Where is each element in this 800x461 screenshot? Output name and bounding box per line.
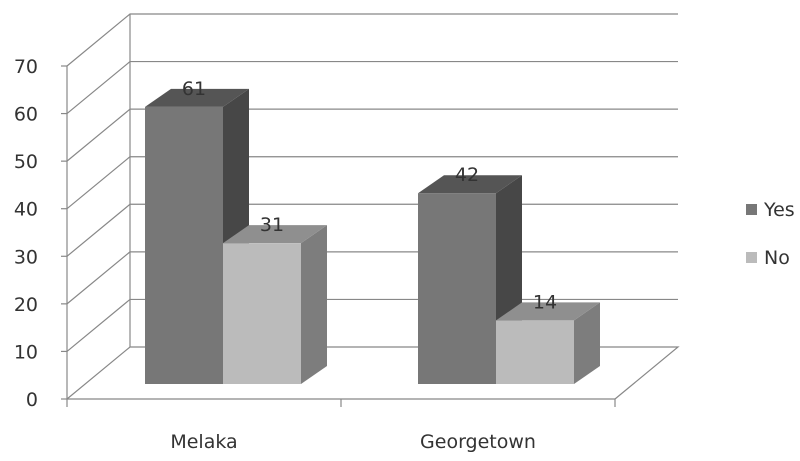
bar-front — [496, 320, 574, 384]
legend-label-no: No — [764, 247, 790, 269]
gridline — [66, 108, 678, 162]
axes: 0 10 20 30 40 50 60 70 Melaka Georgetown — [14, 56, 616, 453]
y-tick-label: 40 — [14, 199, 38, 221]
y-tick-label: 60 — [14, 104, 38, 126]
bar-top — [145, 88, 249, 107]
chart-walls — [66, 14, 680, 400]
bar-top — [496, 302, 600, 321]
bar-top — [418, 175, 522, 194]
y-tick-label: 30 — [14, 246, 38, 268]
bar-front — [418, 193, 496, 384]
gridline — [66, 13, 678, 67]
bar-front — [223, 243, 301, 384]
legend-swatch-yes — [746, 204, 757, 215]
y-tick-label: 10 — [14, 341, 38, 363]
bar-side — [301, 225, 327, 384]
legend-label-yes: Yes — [763, 199, 795, 221]
bar-side — [574, 302, 600, 384]
legend-swatch-no — [746, 252, 757, 263]
gridline — [66, 60, 678, 115]
data-label: 42 — [455, 164, 479, 186]
data-label: 61 — [182, 78, 206, 100]
y-tick-label: 70 — [14, 56, 38, 78]
floor-outline — [66, 346, 680, 400]
gridlines — [66, 13, 678, 352]
bar-top — [223, 225, 327, 244]
y-tick-label: 20 — [14, 294, 38, 316]
bar-no-melaka — [223, 225, 327, 384]
data-label: 31 — [260, 214, 284, 236]
legend: Yes No — [746, 199, 795, 269]
x-category-label: Georgetown — [420, 431, 536, 453]
data-label: 14 — [533, 291, 557, 313]
y-tick-label: 50 — [14, 151, 38, 173]
gridline — [66, 156, 678, 210]
y-tick-label: 0 — [26, 389, 38, 411]
bar-front — [145, 106, 223, 384]
x-category-label: Melaka — [170, 431, 237, 453]
bar-no-georgetown — [496, 302, 600, 384]
bars — [145, 88, 600, 384]
data-labels: 61 31 42 14 — [182, 78, 557, 314]
